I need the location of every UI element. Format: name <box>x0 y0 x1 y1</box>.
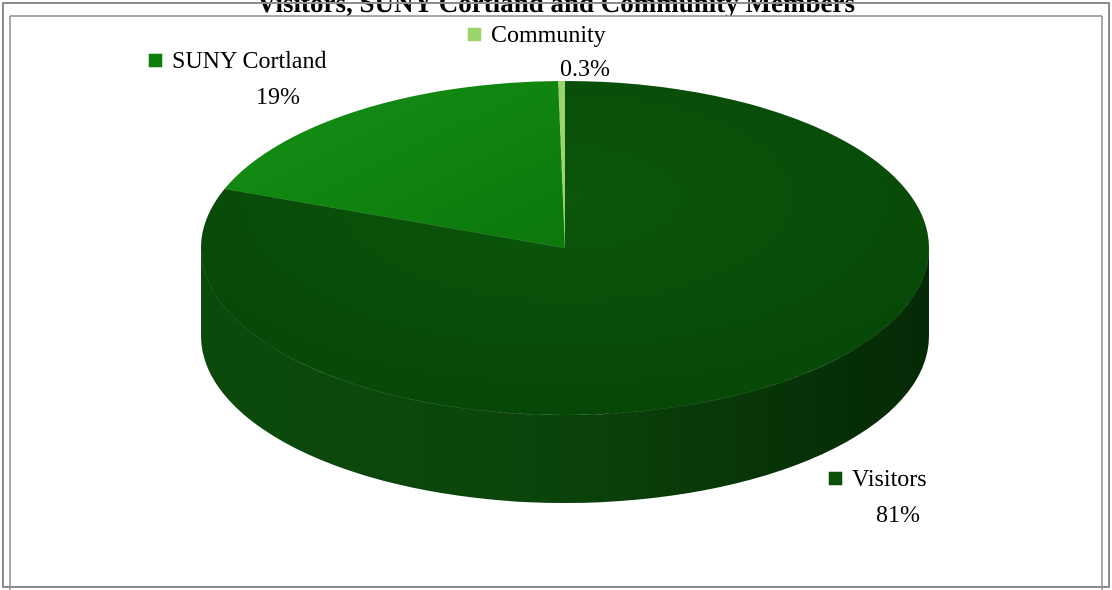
legend-marker-suny-cortland <box>147 52 164 69</box>
legend-marker-visitors <box>827 470 844 487</box>
pie-layer <box>201 81 929 503</box>
pie-slice-suny-cortland <box>224 81 565 249</box>
legend-marker-community <box>466 26 483 43</box>
slice-name-suny-cortland: SUNY Cortland <box>172 48 326 74</box>
slice-value-community: 0.3% <box>560 56 610 82</box>
label-layer: Visitors 81% SUNY Cortland 19% Community 0.3% <box>147 22 927 528</box>
pie-slice-community <box>558 81 565 248</box>
slice-value-suny-cortland: 19% <box>256 84 300 110</box>
slice-name-community: Community <box>491 22 606 48</box>
slice-name-visitors: Visitors <box>852 466 927 492</box>
slice-value-visitors: 81% <box>876 502 920 528</box>
pie-side-wall <box>201 248 929 503</box>
